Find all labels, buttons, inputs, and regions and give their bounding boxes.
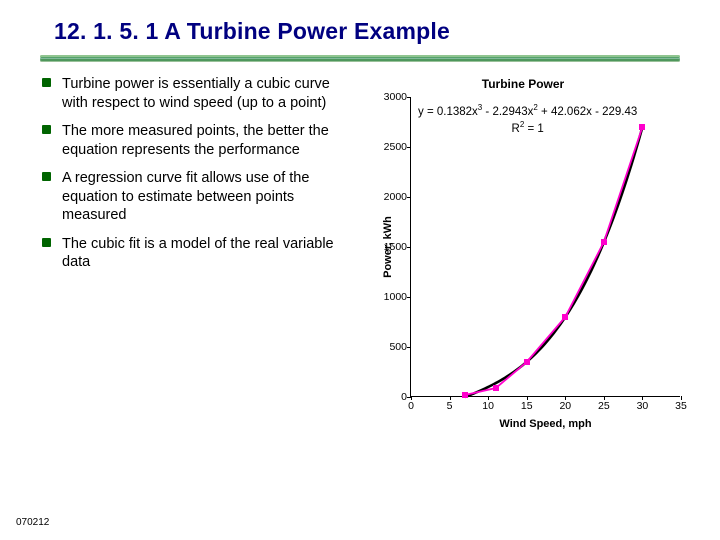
data-marker: [562, 314, 568, 320]
y-tick-label: 500: [371, 341, 407, 353]
turbine-power-chart: Turbine Power y = 0.1382x3 - 2.2943x2 + …: [348, 75, 698, 445]
bullet-list: Turbine power is essentially a cubic cur…: [40, 75, 340, 445]
y-tick-label: 3000: [371, 91, 407, 103]
slide-footer: 070212: [16, 517, 49, 528]
data-marker: [601, 239, 607, 245]
chart-svg: [411, 97, 681, 397]
chart-title: Turbine Power: [348, 77, 698, 91]
fit-curve: [465, 127, 642, 397]
x-tick-label: 5: [440, 400, 460, 412]
x-tick-label: 15: [517, 400, 537, 412]
data-marker: [462, 392, 468, 398]
content-row: Turbine power is essentially a cubic cur…: [0, 63, 720, 445]
x-axis-label: Wind Speed, mph: [411, 418, 680, 430]
x-tick-label: 30: [632, 400, 652, 412]
chart-container: Turbine Power y = 0.1382x3 - 2.2943x2 + …: [340, 75, 710, 445]
y-tick-label: 2000: [371, 191, 407, 203]
data-marker: [524, 359, 530, 365]
bullet-item: The cubic fit is a model of the real var…: [40, 235, 340, 272]
plot-area: Power, kWh Wind Speed, mph 0500100015002…: [410, 97, 680, 397]
data-line: [465, 127, 642, 395]
title-divider: [40, 55, 680, 63]
y-tick-label: 1000: [371, 291, 407, 303]
bullet-item: The more measured points, the better the…: [40, 122, 340, 159]
slide-title: 12. 1. 5. 1 A Turbine Power Example: [0, 0, 720, 51]
x-tick-label: 0: [401, 400, 421, 412]
x-tick-label: 20: [555, 400, 575, 412]
y-tick-label: 1500: [371, 241, 407, 253]
y-tick-label: 2500: [371, 141, 407, 153]
data-marker: [639, 124, 645, 130]
x-tick-label: 25: [594, 400, 614, 412]
x-tick-label: 35: [671, 400, 691, 412]
bullet-item: A regression curve fit allows use of the…: [40, 169, 340, 225]
data-marker: [493, 385, 499, 391]
bullet-item: Turbine power is essentially a cubic cur…: [40, 75, 340, 112]
x-tick-label: 10: [478, 400, 498, 412]
